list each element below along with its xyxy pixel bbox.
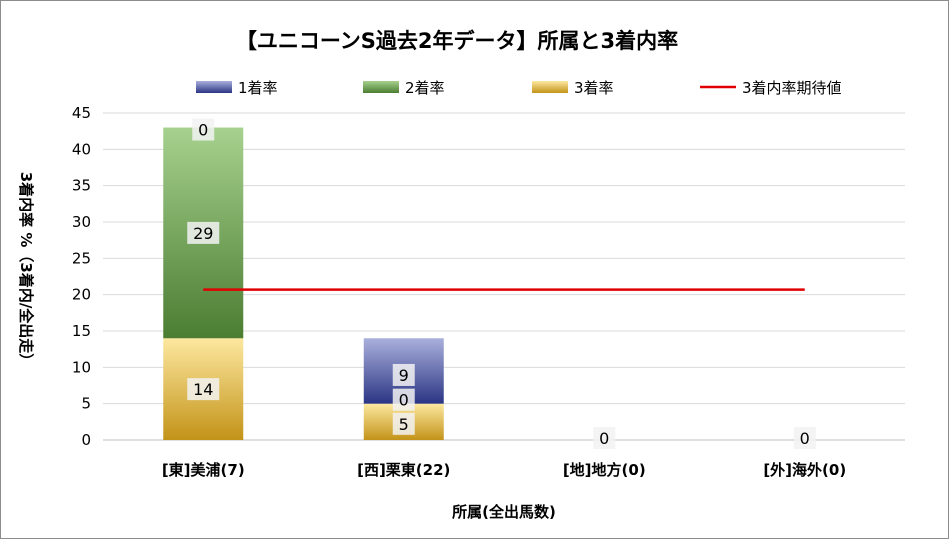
legend-label-3: 3着率: [574, 79, 614, 97]
y-tick-label: 20: [72, 286, 91, 304]
legend-swatch-1: [196, 81, 232, 93]
data-label: 0: [800, 429, 810, 448]
y-tick-labels: 0 5 10 15 20 25 30 35 40 45: [72, 104, 91, 449]
x-tick-label: [東]美浦(7): [162, 461, 245, 479]
data-label-bg: [593, 427, 616, 449]
data-label-bg: [392, 388, 415, 411]
y-tick-label: 30: [72, 213, 91, 231]
data-label: 5: [399, 415, 409, 434]
x-axis-label: 所属(全出馬数): [452, 503, 556, 521]
x-tick-label: [地]地方(0): [563, 461, 646, 479]
legend-line-label: 3着内率期待値: [742, 79, 842, 97]
x-tick-labels: [東]美浦(7) [西]栗東(22) [地]地方(0) [外]海外(0): [162, 461, 846, 479]
chart-title: 【ユニコーンS過去2年データ】所属と3着内率: [236, 29, 678, 53]
data-labels: 14 29 0 5 0 9 0 0: [187, 118, 816, 449]
legend-swatch-3: [532, 81, 568, 93]
data-label: 0: [399, 391, 409, 410]
y-tick-label: 35: [72, 177, 91, 195]
data-label: 29: [193, 224, 213, 243]
legend-label-2: 2着率: [405, 79, 445, 97]
y-tick-label: 15: [72, 322, 91, 340]
y-axis-label: 3着内率 %（3着内/全出走）: [17, 172, 35, 369]
data-label: 0: [599, 429, 609, 448]
legend: 1着率 2着率 3着率 3着内率期待値: [196, 79, 842, 97]
y-tick-label: 10: [72, 358, 91, 376]
data-label-bg: [192, 118, 215, 141]
data-label-bg: [187, 221, 220, 244]
legend-label-1: 1着率: [238, 79, 278, 97]
data-label-bg: [392, 412, 415, 435]
y-tick-label: 40: [72, 140, 91, 158]
x-tick-label: [西]栗東(22): [357, 461, 450, 479]
data-label-bg: [793, 427, 816, 449]
data-label: 0: [198, 121, 208, 140]
data-label-bg: [392, 363, 415, 386]
y-tick-label: 5: [81, 395, 91, 413]
data-label: 9: [399, 366, 409, 385]
legend-swatch-2: [363, 81, 399, 93]
y-tick-label: 0: [81, 431, 91, 449]
data-label-bg: [187, 378, 220, 401]
data-label: 14: [193, 380, 213, 399]
x-tick-label: [外]海外(0): [763, 461, 846, 479]
y-tick-label: 25: [72, 249, 91, 267]
y-tick-label: 45: [72, 104, 91, 122]
